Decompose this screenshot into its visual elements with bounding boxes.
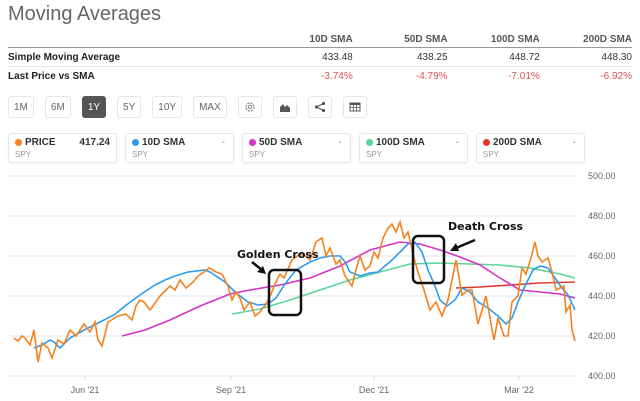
legend-card-100d-sma[interactable]: 100D SMA - SPY	[359, 133, 468, 163]
table-row: Last Price vs SMA -3.74% -4.79% -7.01% -…	[8, 67, 632, 86]
cell-value: -4.79%	[415, 71, 448, 82]
100d-dot-icon	[366, 139, 373, 146]
share-button[interactable]	[307, 96, 332, 118]
svg-text:Sep '21: Sep '21	[216, 385, 246, 395]
card-value: -	[455, 137, 459, 148]
cell-value: 433.48	[322, 51, 353, 63]
legend-card-50d-sma[interactable]: 50D SMA - SPY	[242, 133, 351, 163]
svg-text:500.00: 500.00	[588, 171, 616, 181]
header-cell-10d: 10D SMA	[309, 34, 353, 45]
cell-value: -6.92%	[600, 71, 632, 82]
legend-card-10d-sma[interactable]: 10D SMA - SPY	[125, 133, 234, 163]
card-name: PRICE	[25, 137, 56, 148]
series-10d-sma	[33, 241, 576, 350]
chart-type-button[interactable]	[272, 96, 297, 118]
svg-text:420.00: 420.00	[588, 331, 616, 341]
y-axis-labels: 500.00 480.00 460.00 440.00 420.00 400.0…	[588, 171, 616, 381]
x-axis-labels: Jun '21 Sep '21 Dec '21 Mar '22	[71, 376, 534, 395]
table-row: Simple Moving Average 433.48 438.25 448.…	[8, 48, 632, 67]
share-icon	[314, 101, 325, 113]
grid-lines	[8, 175, 575, 377]
series-100d-sma	[231, 262, 576, 315]
cell-value: 448.30	[601, 51, 632, 63]
price-chart[interactable]: 500.00 480.00 460.00 440.00 420.00 400.0…	[0, 165, 640, 401]
golden-cross-annotation: Golden Cross	[237, 248, 319, 317]
sma-table: 10D SMA 50D SMA 100D SMA 200D SMA Simple…	[8, 32, 632, 86]
table-header: 10D SMA 50D SMA 100D SMA 200D SMA	[8, 32, 632, 48]
card-name: 50D SMA	[259, 137, 303, 148]
gear-icon	[245, 102, 255, 112]
row-label: Simple Moving Average	[8, 51, 121, 63]
svg-text:Death Cross: Death Cross	[448, 220, 524, 233]
series-50d-sma	[121, 241, 576, 337]
card-symbol: SPY	[249, 150, 266, 159]
svg-text:Dec '21: Dec '21	[359, 385, 389, 395]
series-200d-sma	[455, 281, 576, 289]
range-1m-button[interactable]: 1M	[8, 96, 34, 118]
table-view-button[interactable]	[342, 96, 367, 118]
card-symbol: SPY	[15, 150, 32, 159]
legend-card-200d-sma[interactable]: 200D SMA - SPY	[476, 133, 585, 163]
10d-dot-icon	[132, 139, 139, 146]
50d-dot-icon	[249, 139, 256, 146]
card-symbol: SPY	[132, 150, 149, 159]
svg-text:440.00: 440.00	[588, 291, 616, 301]
range-6m-button[interactable]: 6M	[44, 96, 71, 118]
legend-cards: PRICE 417.24 SPY 10D SMA - SPY 50D SMA -…	[8, 133, 585, 163]
svg-text:Mar '22: Mar '22	[504, 385, 534, 395]
cell-value: 448.72	[509, 51, 540, 63]
svg-text:460.00: 460.00	[588, 251, 616, 261]
death-cross-annotation: Death Cross	[411, 220, 524, 285]
card-symbol: SPY	[483, 150, 500, 159]
card-value: -	[572, 137, 576, 148]
range-5y-button[interactable]: 5Y	[117, 96, 142, 118]
range-10y-button[interactable]: 10Y	[152, 96, 183, 118]
cell-value: -3.74%	[321, 71, 353, 82]
cell-value: 438.25	[416, 51, 448, 63]
svg-text:480.00: 480.00	[588, 211, 616, 221]
settings-button[interactable]	[237, 96, 262, 118]
table-icon	[349, 102, 361, 112]
card-symbol: SPY	[366, 150, 383, 159]
card-name: 200D SMA	[493, 137, 542, 148]
card-name: 10D SMA	[142, 137, 186, 148]
card-value: 417.24	[79, 137, 110, 148]
cell-value: -7.01%	[508, 71, 540, 82]
svg-text:Golden Cross: Golden Cross	[237, 248, 319, 261]
card-name: 100D SMA	[376, 137, 425, 148]
card-value: -	[221, 137, 225, 148]
chart-toolbar: 1M 6M 1Y 5Y 10Y MAX	[8, 96, 367, 118]
header-cell-50d: 50D SMA	[404, 34, 448, 45]
range-max-button[interactable]: MAX	[193, 96, 227, 118]
range-1y-button[interactable]: 1Y	[81, 96, 107, 118]
chart-type-icon	[279, 104, 290, 112]
price-dot-icon	[15, 139, 22, 146]
svg-text:Jun '21: Jun '21	[71, 385, 100, 395]
series-price	[13, 219, 576, 363]
card-value: -	[338, 137, 342, 148]
header-cell-200d: 200D SMA	[583, 34, 632, 45]
legend-card-price[interactable]: PRICE 417.24 SPY	[8, 133, 117, 163]
row-label: Last Price vs SMA	[8, 71, 95, 82]
death-cross-arrow-icon	[455, 238, 476, 250]
svg-text:400.00: 400.00	[588, 371, 616, 381]
header-cell-100d: 100D SMA	[490, 34, 540, 45]
page-title: Moving Averages	[8, 3, 162, 25]
200d-dot-icon	[483, 139, 490, 146]
